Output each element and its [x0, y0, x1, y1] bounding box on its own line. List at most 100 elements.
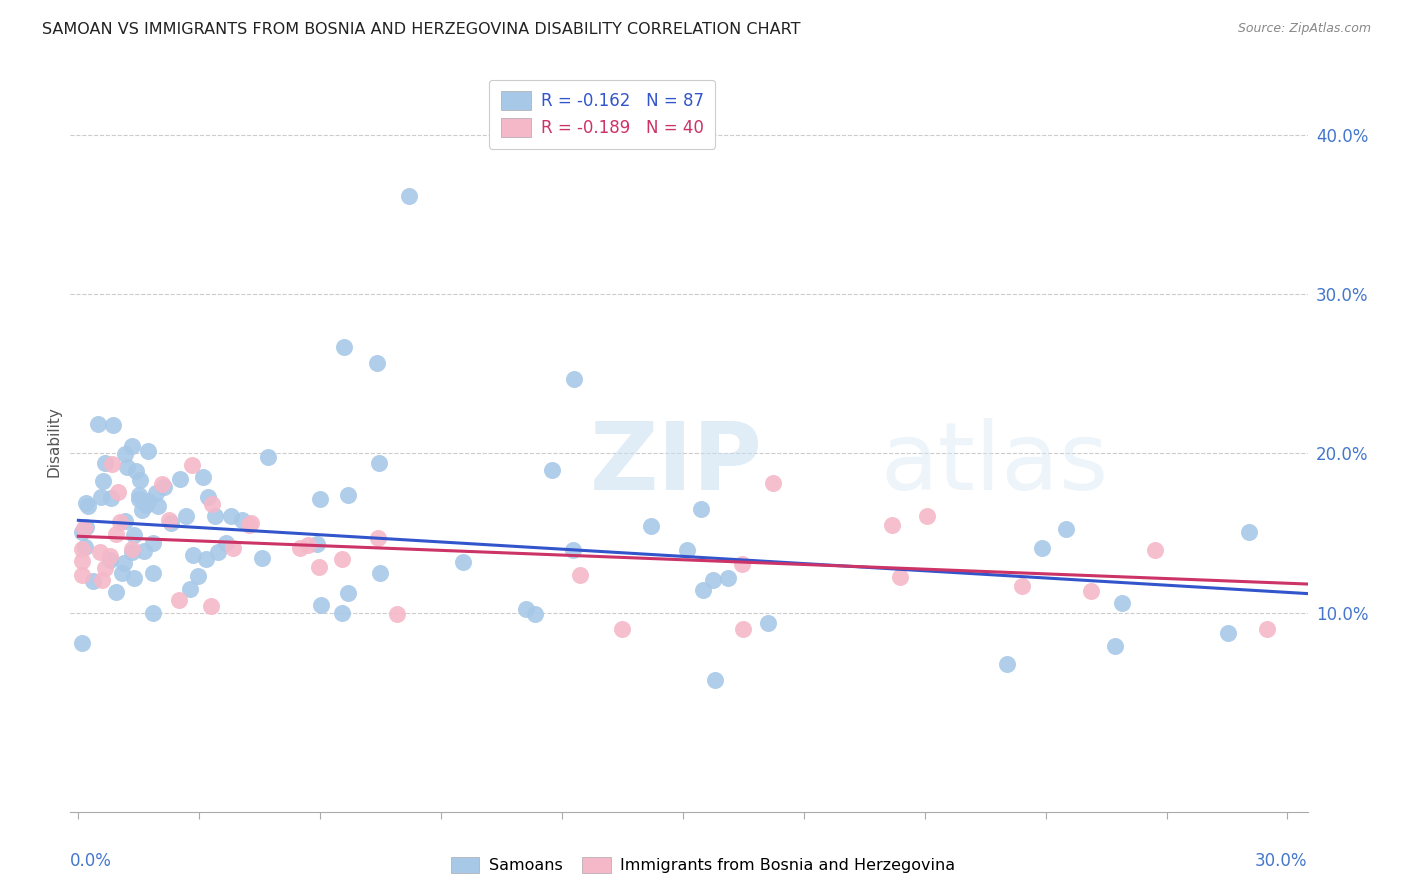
Point: [309, 599, 332, 613]
Point: [112, 556, 135, 570]
Point: [333, 340, 356, 354]
Point: [122, 571, 145, 585]
Point: [368, 456, 391, 470]
Point: [762, 476, 785, 491]
Point: [114, 514, 136, 528]
Point: [219, 509, 242, 524]
Point: [87, 417, 110, 432]
Point: [917, 508, 939, 523]
Point: [562, 542, 585, 557]
Point: [200, 599, 222, 613]
Point: [100, 491, 122, 505]
Point: [308, 559, 330, 574]
Point: [145, 486, 167, 500]
Point: [125, 464, 148, 478]
Point: [215, 535, 238, 549]
Y-axis label: Disability: Disability: [46, 406, 62, 477]
Point: [238, 517, 260, 532]
Point: [105, 585, 128, 599]
Point: [717, 571, 740, 585]
Point: [398, 188, 420, 202]
Point: [73, 521, 96, 535]
Point: [731, 558, 754, 572]
Point: [882, 518, 904, 533]
Point: [128, 488, 150, 502]
Point: [692, 582, 714, 597]
Point: [367, 532, 389, 546]
Point: [169, 593, 191, 607]
Point: [1111, 596, 1133, 610]
Point: [138, 444, 160, 458]
Point: [756, 615, 779, 630]
Point: [179, 582, 201, 596]
Point: [72, 554, 94, 568]
Point: [91, 574, 114, 588]
Point: [201, 496, 224, 510]
Text: 30.0%: 30.0%: [1256, 853, 1308, 871]
Legend: R = -0.162   N = 87, R = -0.189   N = 40: R = -0.162 N = 87, R = -0.189 N = 40: [489, 79, 716, 149]
Point: [1239, 525, 1261, 540]
Point: [131, 503, 153, 517]
Point: [1216, 626, 1239, 640]
Point: [337, 488, 360, 502]
Point: [124, 527, 146, 541]
Point: [101, 457, 124, 471]
Point: [332, 552, 354, 566]
Point: [207, 545, 229, 559]
Point: [135, 498, 157, 512]
Point: [91, 475, 114, 489]
Text: 0.0%: 0.0%: [70, 853, 112, 871]
Point: [72, 525, 94, 540]
Point: [157, 513, 180, 527]
Point: [889, 570, 911, 584]
Point: [72, 542, 94, 557]
Point: [75, 540, 97, 554]
Point: [187, 569, 209, 583]
Point: [387, 607, 409, 621]
Point: [568, 568, 591, 582]
Point: [101, 417, 124, 432]
Point: [180, 458, 202, 473]
Point: [72, 635, 94, 649]
Point: [689, 502, 711, 516]
Point: [221, 541, 243, 555]
Point: [366, 356, 388, 370]
Point: [108, 515, 131, 529]
Point: [305, 537, 328, 551]
Point: [195, 552, 218, 566]
Point: [191, 470, 214, 484]
Point: [89, 545, 111, 559]
Point: [93, 456, 115, 470]
Point: [1144, 542, 1167, 557]
Point: [159, 516, 181, 530]
Point: [169, 472, 191, 486]
Text: ZIP: ZIP: [591, 417, 763, 509]
Text: Source: ZipAtlas.com: Source: ZipAtlas.com: [1237, 22, 1371, 36]
Point: [150, 476, 173, 491]
Point: [256, 450, 278, 464]
Point: [128, 492, 150, 507]
Point: [524, 607, 547, 621]
Point: [288, 541, 311, 555]
Point: [132, 543, 155, 558]
Point: [562, 371, 585, 385]
Point: [75, 496, 97, 510]
Point: [98, 549, 121, 563]
Point: [204, 509, 226, 524]
Point: [142, 606, 165, 620]
Point: [541, 463, 564, 477]
Point: [181, 548, 204, 562]
Point: [197, 490, 219, 504]
Point: [309, 492, 332, 507]
Point: [82, 574, 104, 589]
Point: [111, 566, 134, 580]
Point: [702, 574, 724, 588]
Point: [370, 566, 392, 580]
Point: [297, 538, 319, 552]
Point: [72, 568, 94, 582]
Point: [121, 545, 143, 559]
Point: [451, 555, 474, 569]
Point: [114, 447, 136, 461]
Point: [1256, 622, 1278, 636]
Text: SAMOAN VS IMMIGRANTS FROM BOSNIA AND HERZEGOVINA DISABILITY CORRELATION CHART: SAMOAN VS IMMIGRANTS FROM BOSNIA AND HER…: [42, 22, 800, 37]
